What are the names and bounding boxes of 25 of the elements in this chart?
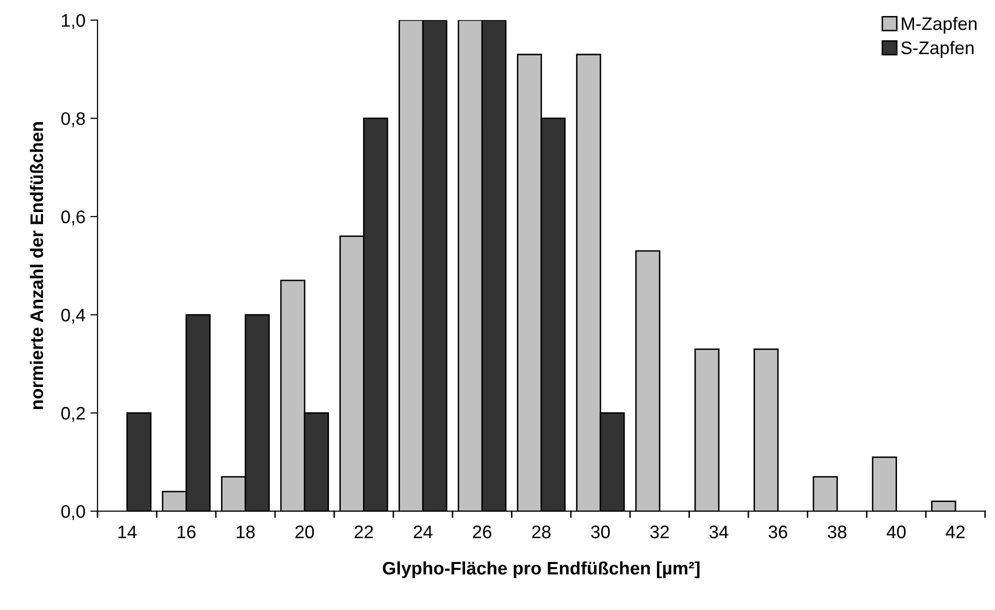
- x-tick-label: 34: [709, 526, 728, 538]
- y-tick-label: 0,2: [61, 406, 85, 422]
- x-tick-label: 40: [886, 526, 906, 538]
- x-tick-label: 22: [354, 526, 373, 538]
- y-axis-title: normierte Anzahl der Endfüßchen: [30, 122, 44, 410]
- legend-label: M-Zapfen: [902, 16, 977, 34]
- x-tick-label: 42: [946, 526, 965, 538]
- x-tick-label: 18: [236, 526, 255, 538]
- x-tick-label: 28: [532, 526, 551, 538]
- x-tick-label: 32: [650, 526, 669, 538]
- x-tick-label: 14: [118, 526, 137, 538]
- legend-label: S-Zapfen: [901, 41, 974, 58]
- x-tick-label: 16: [178, 526, 196, 538]
- x-tick-label: 36: [768, 526, 788, 538]
- x-tick-label: 24: [414, 526, 432, 538]
- y-tick-label: 0,8: [61, 112, 85, 128]
- y-tick-label: 0,4: [61, 308, 86, 324]
- y-tick-label: 0,0: [61, 505, 85, 520]
- x-tick-label: 38: [828, 526, 846, 538]
- x-tick-label: 26: [472, 526, 492, 538]
- x-axis-title: Glypho-Fläche pro Endfüßchen [µm²]: [382, 561, 700, 578]
- y-tick-label: 1,0: [62, 14, 85, 29]
- x-tick-label: 30: [591, 526, 610, 538]
- x-tick-label: 20: [295, 526, 314, 538]
- y-tick-label: 0,6: [61, 210, 85, 226]
